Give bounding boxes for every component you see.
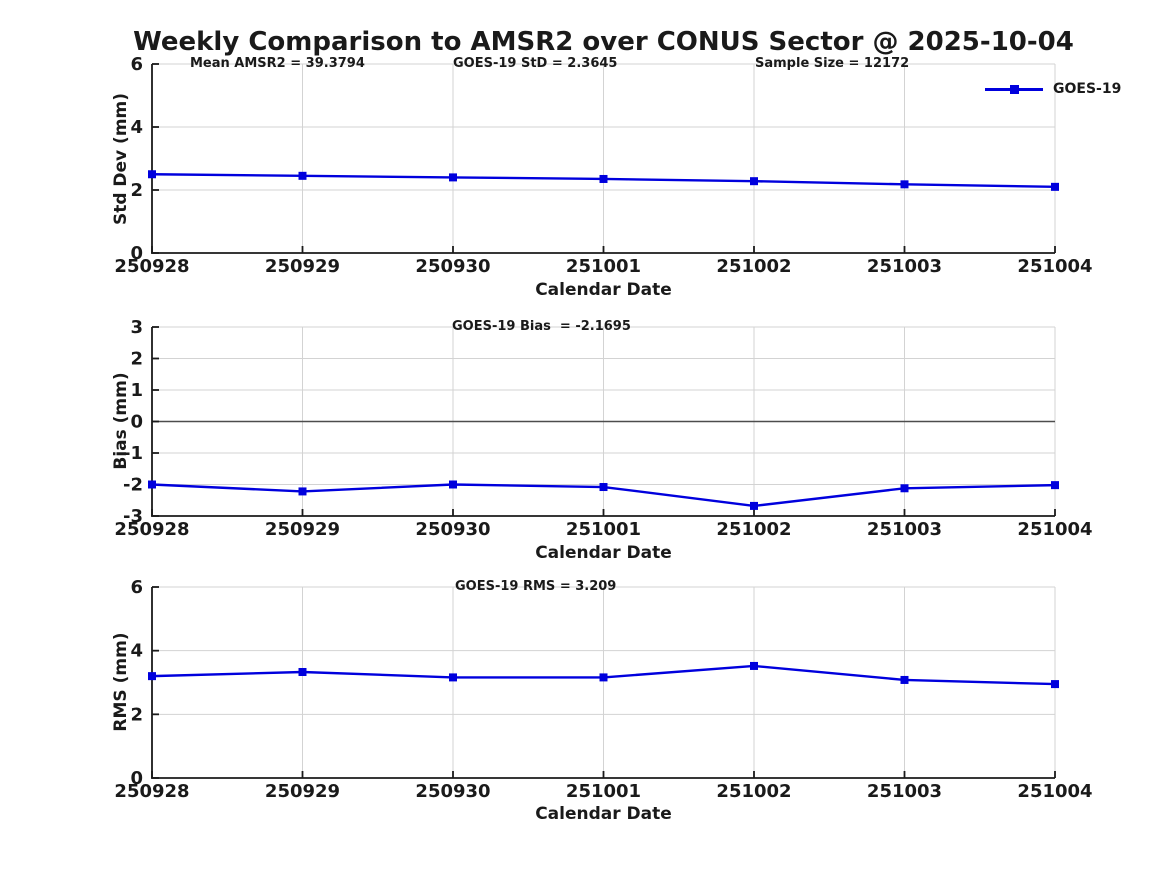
x-tick-label: 251002 — [716, 519, 791, 540]
data-point-marker — [750, 177, 758, 186]
y-axis-label-std-dev: Std Dev (mm) — [111, 92, 131, 226]
x-axis-label-1: Calendar Date — [535, 280, 672, 300]
x-tick-label: 251001 — [566, 256, 641, 277]
x-tick-label: 251004 — [1017, 781, 1092, 802]
legend-series-label: GOES-19 — [1053, 81, 1122, 97]
data-point-marker — [298, 487, 307, 496]
y-tick-label: 6 — [130, 55, 143, 75]
x-tick-label: 250928 — [114, 781, 189, 802]
legend-square-marker-icon — [1010, 84, 1019, 94]
y-tick-label: -3 — [123, 506, 143, 527]
x-tick-label: 250929 — [265, 519, 340, 540]
data-point-marker — [449, 673, 457, 682]
y-tick-label: -2 — [123, 475, 143, 496]
x-axis-label-2: Calendar Date — [535, 543, 672, 563]
std-dev-plot: 250928 250929 250930 251001 251002 251003 2510… — [114, 55, 1092, 277]
y-tick-label: -1 — [123, 443, 143, 464]
y-tick-label: 1 — [130, 380, 143, 401]
data-point-marker — [298, 667, 307, 676]
data-point-marker — [750, 661, 758, 670]
data-point-marker — [1051, 481, 1059, 490]
y-tick-label: 4 — [130, 641, 143, 662]
legend: GOES-19 — [985, 81, 1121, 97]
data-point-marker — [1051, 680, 1059, 689]
x-tick-label: 251001 — [566, 519, 641, 540]
y-tick-label: 0 — [130, 412, 143, 433]
x-tick-label: 251001 — [566, 781, 641, 802]
y-tick-label: 2 — [130, 180, 143, 201]
data-point-marker — [900, 675, 909, 684]
legend-line-sample — [985, 84, 1043, 94]
data-point-marker — [900, 180, 909, 189]
x-tick-label: 251003 — [867, 781, 942, 802]
data-point-marker — [1051, 182, 1059, 191]
data-point-marker — [449, 480, 457, 489]
x-axis-label-3: Calendar Date — [535, 804, 672, 824]
y-axis-label-rms: RMS (mm) — [111, 632, 131, 732]
data-point-marker — [148, 170, 156, 179]
y-tick-label: 0 — [130, 768, 143, 789]
x-tick-label: 251004 — [1017, 256, 1092, 277]
annotation-sample-size: Sample Size = 12172 — [755, 56, 910, 71]
x-tick-label: 250928 — [114, 256, 189, 277]
data-point-marker — [148, 480, 156, 489]
data-point-marker — [599, 483, 608, 492]
y-tick-label: 6 — [130, 578, 143, 598]
annotation-goes19-std: GOES-19 StD = 2.3645 — [453, 56, 618, 71]
rms-plot: 250928 250929 250930 251001 251002 251003 2510… — [114, 578, 1092, 802]
x-tick-label: 251002 — [716, 256, 791, 277]
x-tick-label: 250930 — [415, 781, 490, 802]
annotation-goes19-rms: GOES-19 RMS = 3.209 — [455, 579, 617, 594]
annotation-goes19-bias: GOES-19 Bias = -2.1695 — [452, 319, 631, 334]
annotation-mean-amsr2: Mean AMSR2 = 39.3794 — [190, 56, 365, 71]
y-tick-label: 4 — [130, 117, 143, 138]
x-tick-label: 251003 — [867, 256, 942, 277]
x-tick-label: 250930 — [415, 519, 490, 540]
y-axis-label-bias: Bias (mm) — [111, 372, 131, 470]
data-point-marker — [148, 672, 156, 681]
y-tick-label: 0 — [130, 243, 143, 264]
data-point-marker — [298, 171, 307, 180]
bias-plot: 250928 250929 250930 251001 251002 251003 2510… — [114, 318, 1092, 540]
x-tick-label: 250930 — [415, 256, 490, 277]
x-tick-label: 250928 — [114, 519, 189, 540]
data-point-marker — [750, 501, 758, 510]
data-point-marker — [449, 173, 457, 182]
x-tick-label: 250929 — [265, 781, 340, 802]
y-tick-label: 3 — [130, 318, 143, 338]
y-tick-label: 2 — [130, 704, 143, 725]
x-tick-label: 251003 — [867, 519, 942, 540]
figure-title: Weekly Comparison to AMSR2 over CONUS Se… — [133, 27, 1074, 57]
y-tick-label: 2 — [130, 349, 143, 370]
x-tick-label: 250929 — [265, 256, 340, 277]
data-point-marker — [599, 174, 608, 183]
data-point-marker — [900, 484, 909, 493]
data-point-marker — [599, 673, 608, 682]
x-tick-label: 251002 — [716, 781, 791, 802]
x-tick-label: 251004 — [1017, 519, 1092, 540]
